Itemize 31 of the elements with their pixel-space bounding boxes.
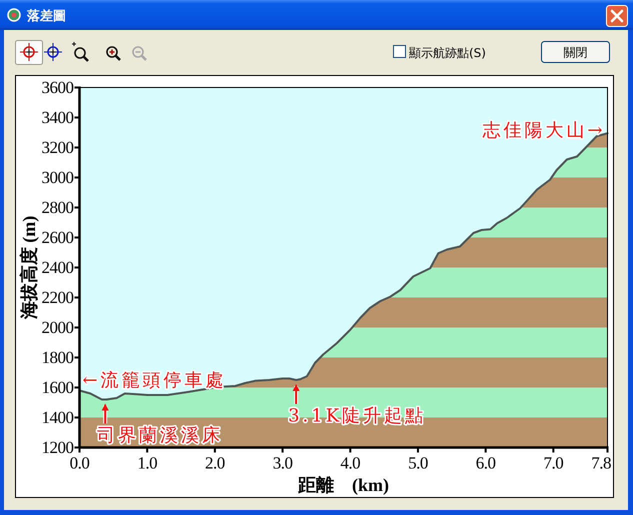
text: 顯示航跡點(S)	[409, 46, 486, 60]
y-tick-label: 3000	[42, 168, 74, 187]
y-tick-label: 1800	[42, 348, 74, 367]
annotation: 志佳陽大山→	[482, 120, 606, 141]
y-tick-label: 3600	[42, 78, 74, 97]
y-tick-label: 1600	[42, 378, 74, 397]
y-axis-title: 海拔高度 (m)	[19, 216, 39, 320]
annotation: 司界蘭溪溪床	[97, 404, 224, 446]
x-tick-label: 7.0	[543, 454, 564, 472]
chart-title: 落差圖	[26, 9, 66, 24]
y-tick-label: 2000	[42, 318, 74, 337]
annotation: 3.1K陡升起點	[288, 406, 426, 426]
annotation: 3.1K陡升起點	[288, 384, 426, 426]
y-tick-label: 3400	[42, 108, 74, 127]
x-tick-label: 5.0	[408, 454, 428, 472]
x-tick-label: 1.0	[137, 454, 158, 472]
x-tick-label: 6.0	[476, 454, 496, 472]
y-tick-label: 2600	[42, 228, 74, 247]
y-tick-label: 2800	[42, 198, 74, 217]
y-tick-label: 2400	[42, 258, 74, 277]
x-tick-label: 4.0	[340, 454, 360, 472]
annotation: 司界蘭溪溪床	[97, 425, 224, 446]
x-axis-title: 距離 (km)	[297, 475, 389, 495]
text: 關閉	[564, 46, 588, 60]
x-tick-label: 2.0	[205, 454, 225, 472]
y-tick-label: 3200	[42, 138, 74, 157]
y-tick-label: 1400	[42, 408, 74, 427]
annotation: ←流籠頭停車處	[82, 370, 227, 391]
y-tick-label: 2200	[42, 288, 74, 307]
x-tick-label: 7.8	[591, 454, 611, 472]
x-tick-label: 3.0	[272, 454, 292, 472]
